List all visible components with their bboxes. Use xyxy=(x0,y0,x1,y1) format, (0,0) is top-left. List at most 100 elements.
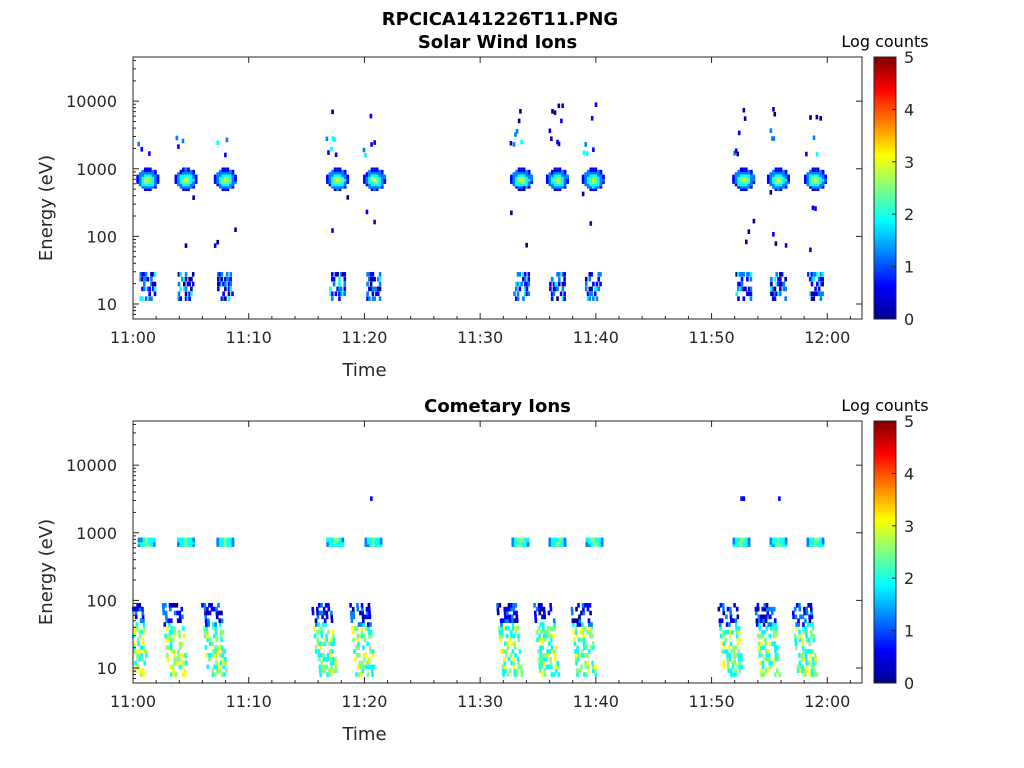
heatmap-cell xyxy=(581,191,585,197)
heatmap-cell xyxy=(578,614,581,620)
y-tick-label: 10000 xyxy=(66,456,117,475)
colorbar xyxy=(873,56,897,320)
heatmap-cell xyxy=(740,656,743,662)
colorbar-tick-label: 3 xyxy=(904,517,914,536)
heatmap-cell xyxy=(380,176,384,182)
heatmap-cell xyxy=(176,618,180,623)
heatmap-cell xyxy=(319,626,323,631)
heatmap-cell xyxy=(512,174,516,180)
heatmap-cell xyxy=(750,174,753,180)
heatmap-cell xyxy=(323,610,326,616)
heatmap-cell xyxy=(226,167,230,173)
heatmap-cell xyxy=(371,276,375,282)
heatmap-cell xyxy=(543,637,546,643)
heatmap-cell xyxy=(179,181,183,187)
heatmap-cell xyxy=(585,151,589,156)
heatmap-cell xyxy=(172,672,175,677)
heatmap-cell xyxy=(357,641,360,647)
heatmap-cell xyxy=(184,653,188,658)
heatmap-cell xyxy=(590,542,594,547)
heatmap-cell xyxy=(138,656,142,662)
heatmap-cell xyxy=(333,137,336,142)
heatmap-cell xyxy=(517,172,521,177)
heatmap-cell xyxy=(358,660,362,666)
heatmap-cell xyxy=(141,606,144,612)
heatmap-cell xyxy=(747,291,751,297)
heatmap-cell xyxy=(819,116,822,121)
heatmap-cell xyxy=(795,622,798,627)
heatmap-cell xyxy=(352,614,356,620)
heatmap-cell xyxy=(768,633,771,639)
heatmap-cell xyxy=(522,276,525,282)
heatmap-cell xyxy=(141,169,145,175)
heatmap-cell xyxy=(777,169,780,175)
heatmap-cell xyxy=(334,656,337,662)
heatmap-cell xyxy=(152,542,156,547)
heatmap-cell xyxy=(770,660,774,666)
heatmap-cell xyxy=(739,179,743,184)
heatmap-cell xyxy=(315,629,319,635)
heatmap-cell xyxy=(731,629,734,635)
heatmap-cell xyxy=(334,660,337,666)
heatmap-cell xyxy=(811,169,815,175)
heatmap-cell xyxy=(561,172,564,177)
heatmap-cell xyxy=(779,286,782,292)
heatmap-cell xyxy=(811,649,814,654)
heatmap-cell xyxy=(373,179,376,184)
heatmap-cell xyxy=(512,633,516,639)
heatmap-cell xyxy=(794,614,798,620)
heatmap-cell xyxy=(146,179,150,184)
heatmap-cell xyxy=(779,184,783,189)
heatmap-cell xyxy=(517,637,521,643)
heatmap-cell xyxy=(525,176,528,182)
heatmap-cell xyxy=(570,610,574,616)
heatmap-cell xyxy=(231,172,235,177)
heatmap-cell xyxy=(527,179,531,184)
heatmap-cell xyxy=(214,622,217,627)
heatmap-cell xyxy=(336,176,339,182)
heatmap-cell xyxy=(594,179,598,184)
heatmap-cell xyxy=(593,542,596,547)
heatmap-cell xyxy=(721,629,725,635)
heatmap-cell xyxy=(371,286,375,292)
heatmap-cell xyxy=(527,291,531,297)
heatmap-cell xyxy=(207,653,211,658)
heatmap-cell xyxy=(328,649,332,654)
heatmap-cell xyxy=(148,286,151,292)
heatmap-cell xyxy=(744,181,748,187)
heatmap-cell xyxy=(321,614,324,620)
heatmap-cell xyxy=(554,664,558,670)
heatmap-cell xyxy=(142,539,146,545)
heatmap-cell xyxy=(220,276,224,282)
heatmap-cell xyxy=(375,179,379,184)
heatmap-cell xyxy=(369,286,373,292)
heatmap-cell xyxy=(515,672,519,677)
heatmap-cell xyxy=(821,169,825,175)
heatmap-cell xyxy=(317,656,321,662)
heatmap-cell xyxy=(542,653,545,658)
heatmap-cell xyxy=(558,176,562,182)
heatmap-cell xyxy=(324,622,327,627)
heatmap-cell xyxy=(138,181,142,187)
heatmap-cell xyxy=(798,660,802,666)
heatmap-cell xyxy=(515,181,518,187)
heatmap-cell xyxy=(220,610,223,616)
heatmap-cell xyxy=(341,542,345,547)
heatmap-cell xyxy=(179,174,183,180)
heatmap-cell xyxy=(556,139,559,145)
heatmap-cell xyxy=(511,539,515,545)
heatmap-cell xyxy=(365,181,369,187)
heatmap-cell xyxy=(321,622,325,627)
heatmap-cell xyxy=(581,622,584,627)
heatmap-cell xyxy=(547,633,550,639)
heatmap-cell xyxy=(807,602,810,608)
heatmap-cell xyxy=(314,645,318,650)
heatmap-cell xyxy=(144,272,148,277)
heatmap-cell xyxy=(221,537,225,543)
heatmap-cell xyxy=(784,176,788,182)
heatmap-cell xyxy=(373,167,376,173)
heatmap-cell xyxy=(359,672,363,677)
x-tick-label: 11:50 xyxy=(689,692,735,711)
heatmap-cell xyxy=(329,291,332,297)
x-tick-label: 12:00 xyxy=(804,692,850,711)
